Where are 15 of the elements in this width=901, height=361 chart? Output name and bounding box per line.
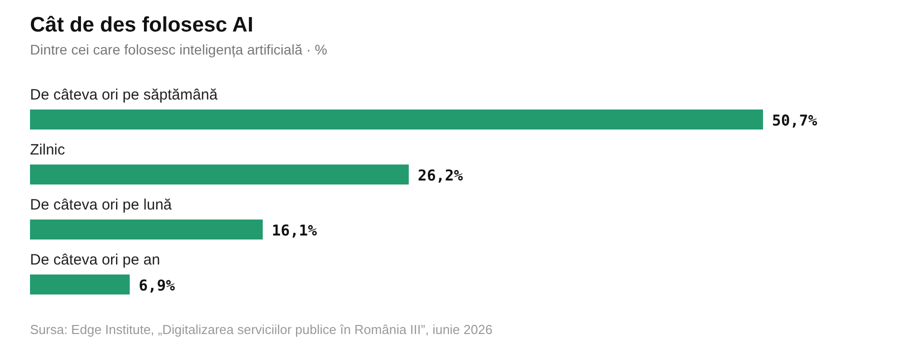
y-tick-label: Zilnic (30, 142, 66, 158)
data-label: 26,2% (418, 166, 463, 184)
bar (30, 110, 763, 130)
bar (30, 220, 263, 240)
y-tick-label: De câteva ori pe an (30, 252, 160, 268)
bar (30, 274, 130, 294)
y-tick-label: De câteva ori pe lună (30, 196, 172, 214)
y-tick-label: De câteva ori pe săptămână (30, 86, 218, 104)
data-label: 50,7% (772, 112, 818, 130)
data-label: 16,1% (272, 222, 317, 240)
chart-subtitle: Dintre cei care folosesc inteligența artificială · % (30, 42, 328, 58)
text: Sursa: Edge Institute, „Digitalizarea serviciilor publice în România III”, iunie 2026 (30, 322, 492, 337)
chart-title: Cât de des folosesc AI (30, 14, 254, 36)
bar (30, 164, 409, 184)
data-label: 6,9% (138, 276, 175, 294)
